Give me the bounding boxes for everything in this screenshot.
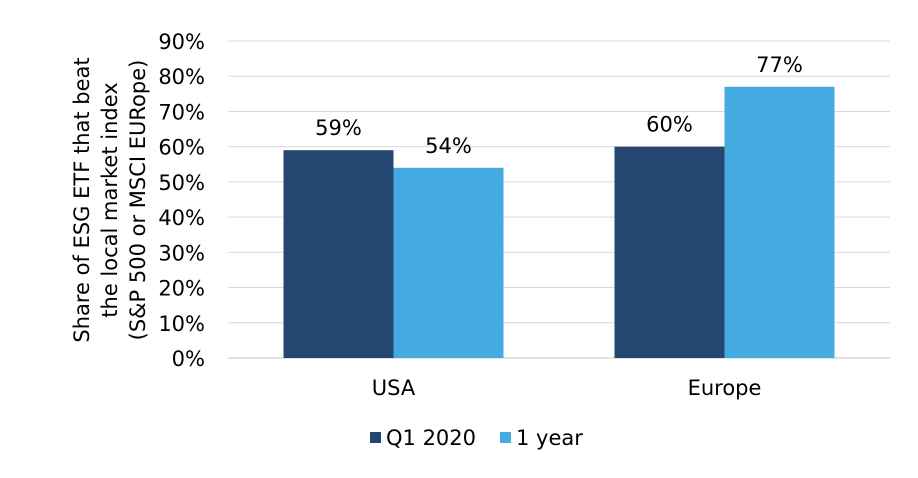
x-tick-label: Europe xyxy=(688,376,762,400)
bar-europe-q1-2020 xyxy=(614,146,725,358)
x-tick-label: USA xyxy=(372,376,416,400)
y-axis-title: Share of ESG ETF that beat the local mark… xyxy=(70,57,150,342)
y-tick-label: 10% xyxy=(158,312,205,336)
y-tick-label: 50% xyxy=(158,171,205,195)
y-tick-label: 0% xyxy=(172,347,205,371)
y-tick-label: 70% xyxy=(158,100,205,124)
legend-swatch xyxy=(370,432,381,443)
bars xyxy=(283,86,835,359)
y-axis-title-line: (S&P 500 or MSCI EURope) xyxy=(126,60,150,341)
data-label: 77% xyxy=(756,53,803,77)
legend-label: Q1 2020 xyxy=(386,426,476,450)
data-label: 60% xyxy=(646,113,693,137)
data-label: 59% xyxy=(315,116,362,140)
y-tick-label: 20% xyxy=(158,277,205,301)
x-axis-ticks: USA Europe xyxy=(372,376,762,400)
y-axis-label: Share of ESG ETF that beat the local mark… xyxy=(70,57,150,342)
y-tick-label: 90% xyxy=(158,30,205,54)
legend-label: 1 year xyxy=(516,426,583,450)
bar-usa-q1-2020 xyxy=(283,150,394,358)
bar-europe-1-year xyxy=(724,86,835,359)
bar-usa-1-year xyxy=(393,167,504,358)
y-tick-label: 30% xyxy=(158,241,205,265)
legend: Q1 2020 1 year xyxy=(370,426,583,450)
y-axis-title-line: the local market index xyxy=(98,82,122,317)
y-tick-label: 80% xyxy=(158,65,205,89)
legend-swatch xyxy=(500,432,511,443)
y-tick-label: 40% xyxy=(158,206,205,230)
y-tick-label: 60% xyxy=(158,136,205,160)
y-axis-title-line: Share of ESG ETF that beat xyxy=(70,57,94,342)
data-label: 54% xyxy=(425,134,472,158)
data-labels: 59% 54% 60% 77% xyxy=(315,53,803,158)
y-axis-ticks: 0% 10% 20% 30% 40% 50% 60% 70% 80% 90% xyxy=(158,30,205,371)
